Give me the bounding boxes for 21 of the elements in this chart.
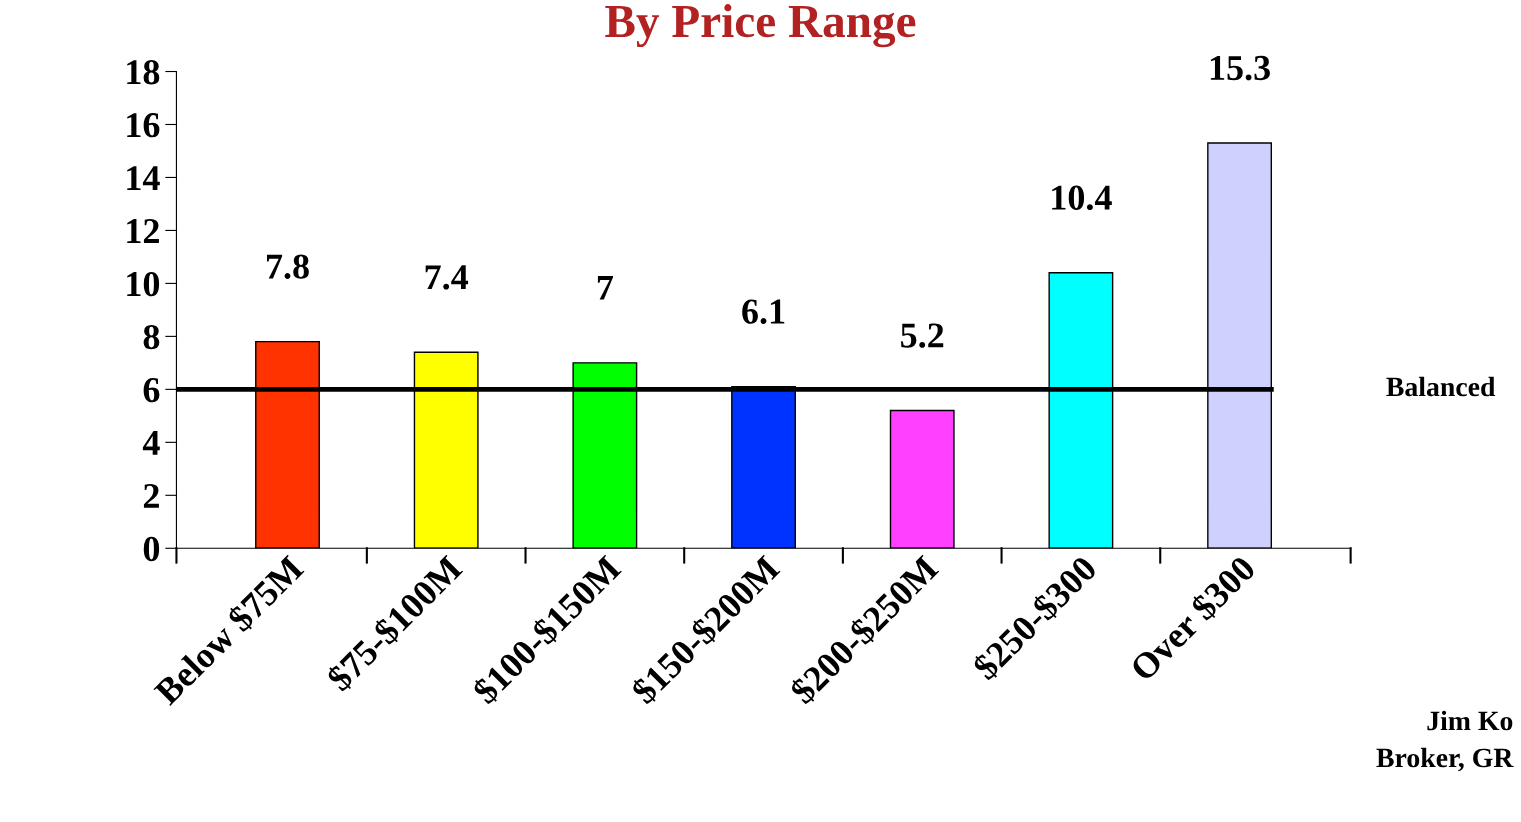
y-tick-label: 2 [143,483,159,508]
data-label: 7 [597,275,614,300]
y-tick-label: 12 [127,219,159,243]
ref-line-label: Balanced [1386,376,1496,397]
text: Jim Ko [1427,710,1513,731]
data-label: 7.8 [267,254,309,279]
text: Broker, GR [1376,747,1514,772]
y-tick-label: 10 [127,271,160,297]
chart-title: By Price Range [605,4,916,48]
data-label: 10.4 [1052,185,1112,211]
data-label: 6.1 [742,299,785,324]
y-tick-label: 6 [143,377,160,403]
y-tick-label: 14 [127,166,160,190]
y-tick-label: 4 [142,431,160,455]
data-label: 15.3 [1210,55,1270,81]
y-tick-label: 16 [127,113,160,138]
y-tick-label: 0 [143,536,160,562]
y-tick-label: 8 [143,324,160,350]
y-tick-label: 18 [127,60,160,85]
data-label: 7.4 [425,265,469,290]
data-label: 5.2 [901,323,944,348]
